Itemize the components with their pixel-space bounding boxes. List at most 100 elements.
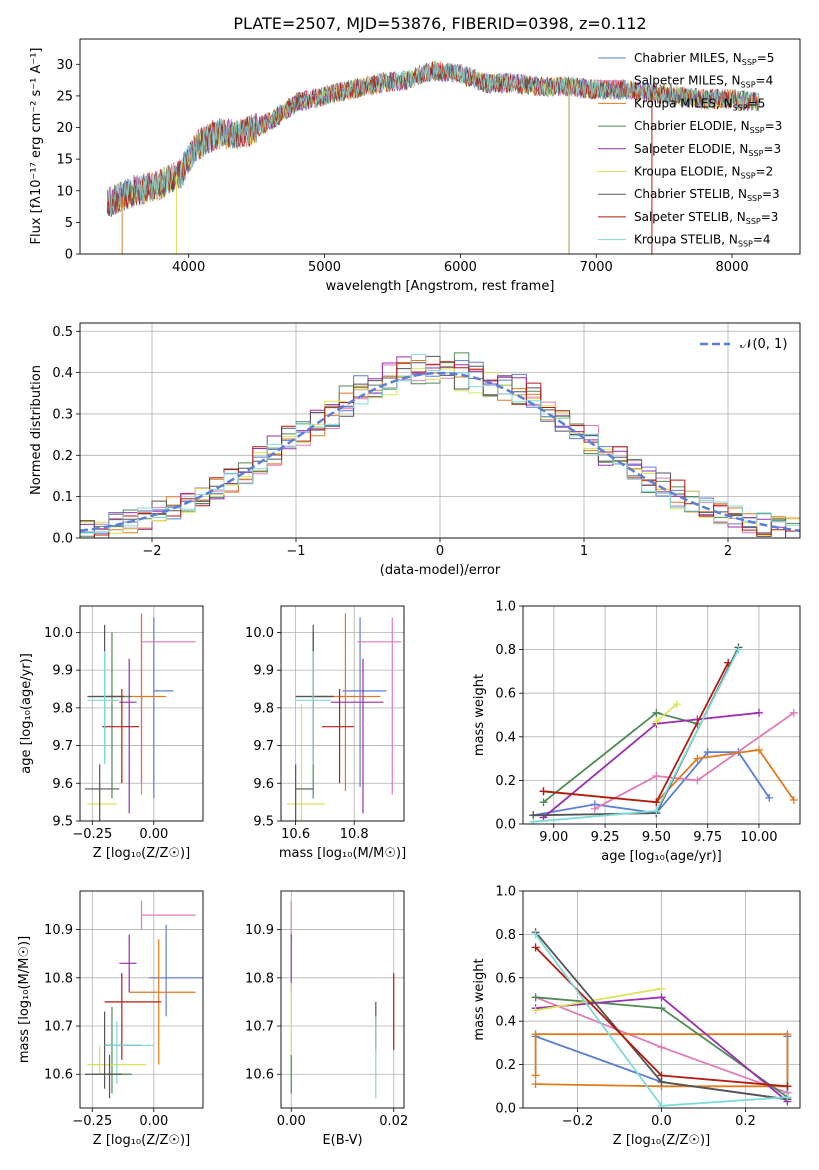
legend-entry: Chabrier MILES, NSSP=5	[634, 51, 774, 67]
y-tick-label: 9.9	[253, 664, 274, 679]
weight-marker	[765, 793, 774, 802]
x-tick-label: 9.50	[642, 830, 671, 845]
y-tick-label: 9.7	[253, 739, 274, 754]
y-axis-label: Flux [fλ10⁻¹⁷ erg cm⁻² s⁻¹ A⁻¹]	[29, 48, 44, 245]
y-tick-label: 0.6	[495, 687, 516, 702]
weight-line	[535, 987, 662, 1012]
y-tick-label: 10.9	[245, 923, 274, 938]
panel-residuals: −2 −1 0 1 2 0.0 0.1 0.2 0.3 0.4 0.5 (data-model)/er…	[29, 322, 801, 578]
figure-title: PLATE=2507, MJD=53876, FIBERID=0398, z=0…	[233, 14, 646, 33]
y-tick-label: 9.7	[52, 739, 73, 754]
y-tick-label: 0.1	[52, 490, 73, 505]
legend-count: =5	[757, 51, 775, 65]
x-tick-label: 0.2	[735, 1114, 756, 1129]
plot-area	[523, 606, 800, 824]
panel-age-vs-mass: 10.6 10.8 9.5 9.6 9.7 9.8 9.9 10.0 mass [log₁₀(M…	[245, 605, 406, 861]
legend-count: =2	[756, 165, 774, 179]
histogram-step	[80, 353, 800, 538]
y-tick-label: 0.5	[52, 325, 73, 340]
legend-subscript: SSP	[748, 149, 763, 158]
axes-frame	[522, 605, 801, 825]
weight-marker	[539, 787, 548, 796]
weight-marker	[754, 745, 763, 754]
plot-area	[80, 891, 203, 1108]
panel-mass-vs-Z: −0.25 0.00 10.6 10.7 10.8 10.9 Z [log₁₀(Z/Z☉)]…	[17, 890, 204, 1148]
y-axis-label: mass weight	[472, 674, 487, 756]
panel-weight-vs-age: 9.00 9.25 9.50 9.75 10.00 0.0 0.2 0.4 0.6 0.8 1.0 a…	[472, 600, 801, 864]
y-axis-label: mass [log₁₀(M/M☉)]	[17, 936, 32, 1063]
legend-subscript: SSP	[742, 58, 757, 67]
weight-marker	[657, 1071, 666, 1080]
panel-age-vs-Z: −0.25 0.00 9.5 9.6 9.7 9.8 9.9 10.0 Z [log₁₀(Z/Z…	[19, 605, 204, 861]
y-tick-label: 0.0	[495, 1102, 516, 1117]
x-tick-label: 0.00	[139, 1114, 168, 1129]
x-tick-label: 6000	[444, 260, 477, 275]
x-tick-label: 2	[724, 544, 732, 559]
y-tick-label: 0.2	[495, 1058, 516, 1073]
legend-count: =4	[753, 233, 771, 247]
legend-entry: Salpeter MILES, NSSP=4	[634, 74, 773, 90]
x-tick-label: 1	[580, 544, 588, 559]
y-tick-label: 9.9	[52, 664, 73, 679]
y-tick-label: 0.0	[495, 818, 516, 833]
weight-marker	[754, 708, 763, 717]
legend-count: =4	[756, 74, 774, 88]
x-tick-label: 7000	[580, 260, 613, 275]
spectrum-line	[107, 61, 760, 213]
axes-frame	[79, 322, 801, 539]
weight-marker	[652, 806, 661, 815]
weight-marker	[531, 1006, 540, 1015]
weight-marker	[693, 776, 702, 785]
legend-entry: Kroupa MILES, NSSP=5	[634, 96, 765, 112]
normal-curve	[80, 371, 800, 533]
weight-marker	[783, 1082, 792, 1091]
weight-marker	[531, 1080, 540, 1089]
weight-marker	[657, 1101, 666, 1108]
legend-count: =5	[748, 96, 766, 110]
plot-area	[523, 891, 800, 1108]
y-tick-label: 10.6	[245, 1068, 274, 1083]
weight-marker	[657, 1043, 666, 1052]
y-tick-label: 0.0	[52, 532, 73, 547]
x-axis-label: wavelength [Angstrom, rest frame]	[326, 279, 555, 294]
weight-marker	[531, 930, 540, 939]
legend-entry: 𝒩(0, 1)	[740, 337, 787, 352]
y-tick-label: 10.6	[44, 1068, 73, 1083]
weight-line	[542, 711, 760, 819]
legend-entry: Chabrier STELIB, NSSP=3	[634, 187, 780, 203]
weight-marker	[672, 700, 681, 709]
weight-line	[533, 751, 770, 817]
legend-count: =3	[761, 210, 779, 224]
weight-marker	[529, 817, 538, 824]
axes-frame	[79, 38, 801, 255]
y-tick-label: 0	[65, 248, 73, 263]
weight-marker	[652, 717, 661, 726]
legend-subscript: SSP	[746, 217, 761, 226]
x-tick-label: −0.2	[562, 1114, 594, 1129]
y-tick-label: 5	[65, 216, 73, 231]
weight-line	[542, 711, 698, 803]
plot-area	[281, 606, 404, 821]
y-tick-label: 0.3	[52, 407, 73, 422]
weight-marker	[734, 645, 743, 654]
x-tick-label: −2	[142, 544, 161, 559]
x-tick-label: 9.00	[539, 830, 568, 845]
weight-marker	[657, 984, 666, 993]
y-tick-label: 10.9	[44, 923, 73, 938]
y-tick-label: 0.8	[495, 928, 516, 943]
x-tick-label: −0.25	[72, 1114, 112, 1129]
weight-marker	[539, 798, 548, 807]
weight-marker	[531, 1071, 540, 1080]
y-tick-label: 0.2	[495, 774, 516, 789]
x-axis-label: E(B-V)	[322, 1133, 362, 1148]
legend-count: =3	[763, 142, 781, 156]
y-tick-label: 9.8	[253, 701, 274, 716]
axes-frame	[79, 605, 204, 822]
weight-line	[534, 1033, 789, 1088]
legend-subscript: SSP	[741, 81, 756, 90]
y-tick-label: 10.7	[44, 1020, 73, 1035]
y-tick-label: 10.0	[44, 626, 73, 641]
y-tick-label: 10.7	[245, 1020, 274, 1035]
y-tick-label: 1.0	[495, 885, 516, 900]
